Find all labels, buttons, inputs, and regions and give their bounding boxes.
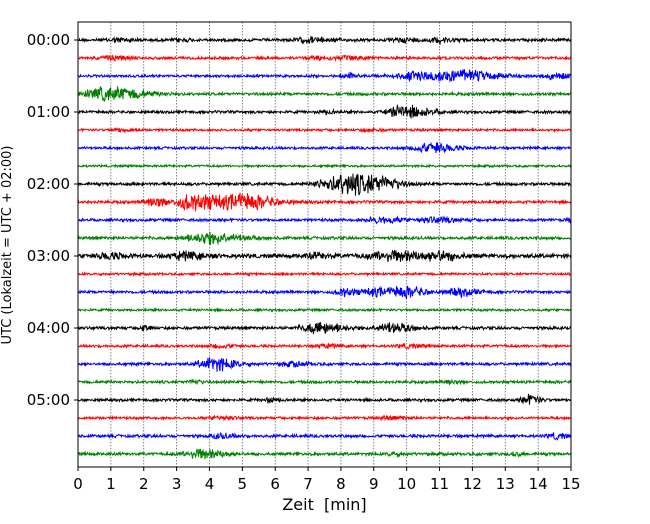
trace-0045 [77, 86, 572, 103]
x-tick-label: 2 [139, 475, 149, 493]
grid-lines [110, 22, 539, 467]
y-tick-label: 00:00 [27, 31, 70, 49]
trace-0000 [77, 35, 572, 46]
trace-0115 [77, 126, 572, 134]
plot-frame [77, 21, 572, 468]
x-tick-label: 12 [463, 475, 482, 493]
trace-0130 [77, 141, 572, 154]
trace-0400 [77, 322, 572, 335]
trace-0245 [77, 231, 572, 246]
y-tick-label: 03:00 [27, 247, 70, 265]
trace-0415 [77, 342, 572, 350]
trace-0430 [77, 357, 572, 372]
trace-0545 [77, 448, 572, 460]
trace-0015 [77, 54, 572, 62]
y-tick-label: 04:00 [27, 319, 70, 337]
x-tick-label: 11 [430, 475, 449, 493]
trace-0215 [77, 192, 572, 212]
trace-0200 [77, 173, 572, 196]
x-tick-label: 9 [369, 475, 379, 493]
x-axis-label: Zeit [min] [282, 495, 366, 514]
x-tick-label: 3 [172, 475, 182, 493]
trace-0315 [77, 270, 572, 278]
trace-0145 [77, 163, 572, 169]
x-tick-label: 7 [303, 475, 313, 493]
trace-0330 [77, 285, 572, 300]
x-tick-label: 8 [336, 475, 346, 493]
x-tick-label: 14 [529, 475, 548, 493]
trace-0500 [77, 393, 572, 405]
y-tick-label: 01:00 [27, 103, 70, 121]
trace-0300 [77, 249, 572, 263]
seismic-traces [77, 35, 572, 460]
x-tick-label: 10 [397, 475, 416, 493]
x-axis: 0 1 2 3 4 5 6 7 8 9 10 11 12 13 14 15 [73, 467, 581, 493]
x-tick-label: 0 [73, 475, 83, 493]
trace-0230 [77, 215, 572, 225]
x-tick-label: 1 [106, 475, 116, 493]
y-tick-label: 02:00 [27, 175, 70, 193]
trace-0515 [77, 414, 572, 422]
x-tick-label: 4 [205, 475, 215, 493]
y-axis-label: UTC (Lokalzeit = UTC + 02:00) [0, 146, 15, 345]
y-axis: 00:00 01:00 02:00 03:00 04:00 05:00 [27, 31, 78, 409]
y-tick-label: 05:00 [27, 391, 70, 409]
trace-0100 [77, 103, 572, 119]
x-tick-label: 15 [561, 475, 580, 493]
x-tick-label: 5 [238, 475, 248, 493]
x-tick-label: 6 [270, 475, 280, 493]
x-tick-label: 13 [496, 475, 515, 493]
trace-0345 [77, 307, 572, 313]
trace-0030 [77, 68, 572, 83]
trace-0530 [77, 432, 572, 441]
trace-0445 [77, 378, 572, 386]
